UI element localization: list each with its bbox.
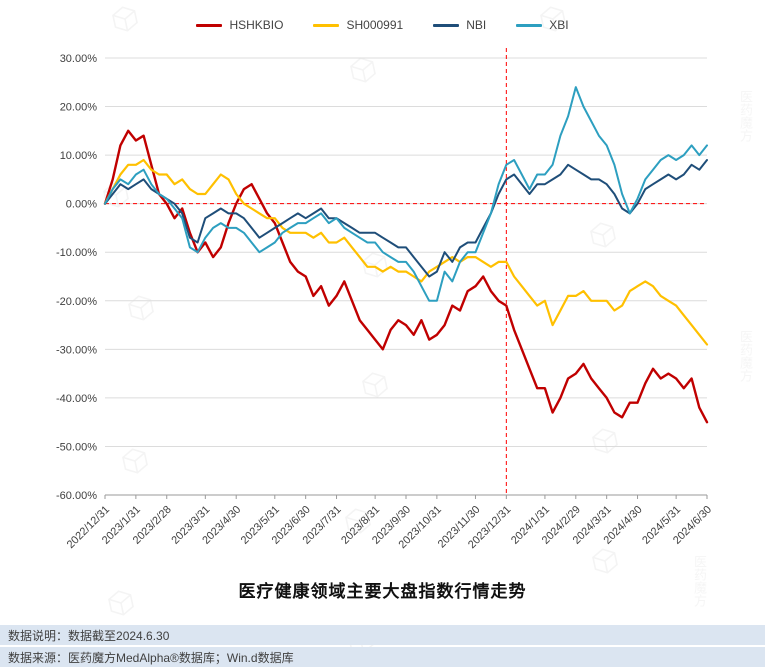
y-tick-label: -30.00%: [56, 344, 97, 356]
footer-source-text: 医药魔方MedAlpha®数据库；Win.d数据库: [68, 650, 294, 665]
legend-label: XBI: [549, 18, 569, 32]
y-tick-label: -10.00%: [56, 247, 97, 259]
series-line-SH000991: [103, 158, 709, 346]
y-tick-label: -60.00%: [56, 490, 97, 502]
legend-label: NBI: [466, 18, 487, 32]
legend-label: SH000991: [346, 18, 404, 32]
trend-chart: 30.00% 20.00% 10.00% 0.00% -10.00% -20.00% -30…: [56, 48, 714, 551]
legend-item-XBI: XBI: [516, 18, 569, 32]
y-tick-label: 10.00%: [60, 150, 98, 162]
footer-note-row: 数据说明： 数据截至2024.6.30: [0, 625, 765, 645]
y-tick-label: -50.00%: [56, 441, 97, 453]
legend: HSHKBIO SH000991 NBI XBI: [0, 18, 765, 32]
footer-source-label: 数据来源：: [8, 650, 69, 665]
y-tick-label: 0.00%: [66, 199, 97, 211]
legend-item-HSHKBIO: HSHKBIO: [196, 18, 283, 32]
legend-swatch: [196, 23, 223, 27]
footer-note-label: 数据说明：: [8, 628, 69, 643]
y-tick-label: -20.00%: [56, 296, 97, 308]
legend-label: HSHKBIO: [229, 18, 284, 32]
series-line-NBI: [104, 159, 708, 278]
legend-swatch: [516, 23, 543, 27]
series-line-HSHKBIO: [103, 129, 709, 424]
y-tick-label: 20.00%: [60, 102, 98, 114]
legend-item-NBI: NBI: [433, 18, 486, 32]
y-tick-label: 30.00%: [60, 53, 98, 65]
footer-source-row: 数据来源： 医药魔方MedAlpha®数据库；Win.d数据库: [0, 647, 765, 667]
legend-swatch: [313, 23, 340, 27]
y-tick-label: -40.00%: [56, 393, 97, 405]
footer-note-text: 数据截至2024.6.30: [68, 628, 170, 643]
footer: 数据说明： 数据截至2024.6.30 数据来源： 医药魔方MedAlpha®数…: [0, 623, 765, 667]
series-line-XBI: [104, 86, 708, 302]
legend-item-SH000991: SH000991: [313, 18, 403, 32]
legend-swatch: [433, 23, 460, 27]
chart-title: 医疗健康领域主要大盘指数行情走势: [238, 582, 527, 601]
